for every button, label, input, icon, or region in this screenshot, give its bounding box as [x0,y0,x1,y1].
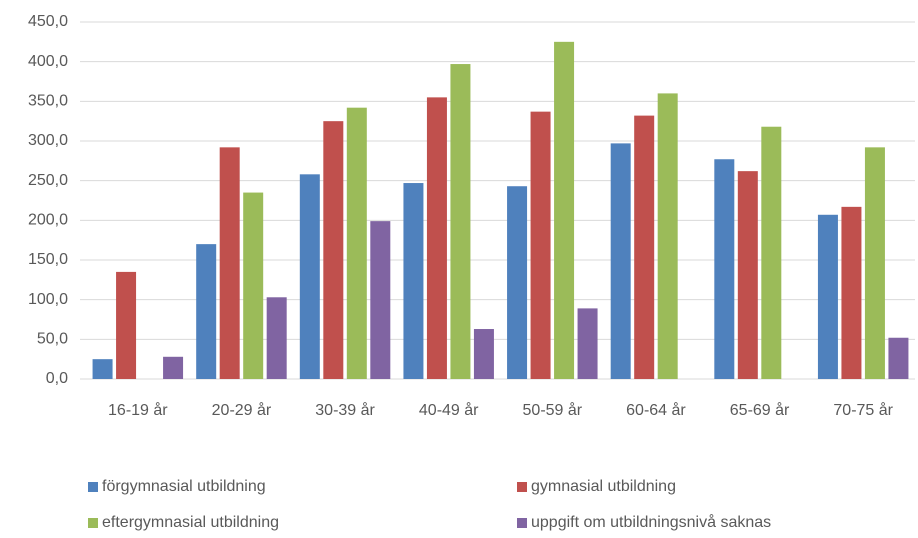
legend-label: uppgift om utbildningsnivå saknas [531,513,771,531]
legend-swatch [88,482,98,492]
y-tick-label: 300,0 [28,132,68,149]
bar [219,147,240,379]
y-tick-label: 150,0 [28,251,68,268]
legend-label: gymnasial utbildning [531,478,676,495]
y-tick-label: 200,0 [28,212,68,229]
bar [714,159,735,379]
x-tick-label: 20-29 år [212,401,272,419]
x-tick-label: 70-75 år [833,401,893,419]
bar [299,174,320,379]
bar [426,97,447,379]
bar [346,107,367,380]
bar [92,359,113,379]
x-tick-label: 50-59 år [523,401,583,419]
bar [610,143,631,379]
y-tick-label: 450,0 [28,13,68,30]
y-tick-label: 50,0 [37,331,68,348]
bar [370,221,391,379]
bar [634,115,655,379]
bar [657,93,678,380]
x-tick-label: 16-19 år [108,401,168,419]
legend-label: eftergymnasial utbildning [102,514,279,531]
bar [450,64,471,380]
bar [554,41,575,379]
legend-swatch [517,518,527,528]
bar [163,356,184,379]
bar [577,308,598,379]
bar [761,126,782,379]
bar [507,186,528,379]
x-tick-label: 60-64 år [626,401,686,419]
y-tick-label: 400,0 [28,53,68,70]
legend-label: förgymnasial utbildning [102,478,266,495]
bar [841,206,862,379]
bar [864,147,885,379]
y-tick-label: 100,0 [28,291,68,308]
x-tick-label: 65-69 år [730,401,790,419]
y-tick-label: 250,0 [28,172,68,189]
bar [888,337,909,379]
bar [323,121,344,380]
y-tick-label: 0,0 [46,370,68,387]
bar [817,214,838,379]
bar [266,297,287,379]
bar [403,183,424,379]
x-tick-label: 30-39 år [315,401,375,419]
bar [737,171,758,379]
bar [116,271,137,379]
y-tick-label: 350,0 [28,93,68,110]
bar [530,111,551,379]
legend-swatch [88,518,98,528]
bar [473,329,494,379]
bar [243,192,264,379]
legend-swatch [517,482,527,492]
x-tick-label: 40-49 år [419,401,479,419]
bar [196,244,217,379]
